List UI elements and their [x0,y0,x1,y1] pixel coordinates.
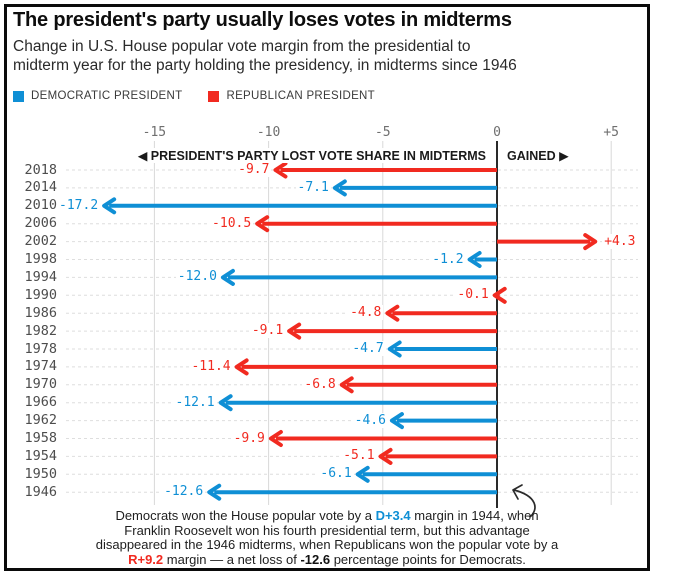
democratic-swatch-icon [13,90,24,102]
year-label-1978: 1978 [24,340,57,357]
year-label-1962: 1962 [24,412,57,429]
value-label-1958: -9.9 [231,430,267,446]
footnote-net-loss: -12.6 [300,552,331,568]
value-label-1982: -9.1 [249,323,286,339]
value-label-1970: -6.8 [302,376,338,392]
footnote-d-margin: D+3.4 [375,508,411,523]
value-label-1962: -4.6 [352,412,388,428]
republican-swatch-icon [208,90,220,102]
year-label-1986: 1986 [24,304,57,321]
value-label-2006: -10.5 [210,215,254,231]
value-label-2010: -17.2 [57,197,101,213]
year-label-1970: 1970 [24,376,57,393]
year-label-1946: 1946 [24,483,57,500]
year-label-1990: 1990 [24,286,57,303]
footnote-text: margin — a net loss of [163,552,301,568]
footnote: Democrats won the House popular vote by … [10,508,644,568]
footnote-text: Democrats won the House popular vote by … [115,508,376,523]
value-label-2002: +4.3 [602,233,638,249]
x-tick-label: -15 [142,125,167,140]
year-label-2018: 2018 [24,161,57,178]
card-border [4,4,650,571]
footnote-line-2: Franklin Roosevelt won his fourth presid… [124,522,530,538]
value-label-1950: -6.1 [318,466,354,482]
footnote-r-margin: R+9.2 [128,552,164,568]
year-label-1950: 1950 [24,465,57,482]
legend-democratic-label: DEMOCRATIC PRESIDENT [31,90,183,102]
year-label-2014: 2014 [24,179,57,196]
year-label-1966: 1966 [24,394,57,411]
subtitle-line-2: midterm year for the party holding the p… [13,57,517,74]
value-label-1954: -5.1 [341,448,377,464]
legend-republican-label: REPUBLICAN PRESIDENT [226,90,375,102]
subtitle-line-1: Change in U.S. House popular vote margin… [13,38,471,55]
value-label-1990: -0.1 [455,287,491,303]
footnote-line-3: disappeared in the 1946 midterms, when R… [95,537,559,553]
x-tick-label: +5 [603,125,620,140]
year-label-2006: 2006 [24,215,57,232]
chart-subtitle: Change in U.S. House popular vote margin… [13,37,517,75]
footnote-text: percentage points for Democrats. [330,552,526,568]
x-tick-label: -10 [256,125,281,140]
x-tick-label: -5 [374,125,391,140]
year-label-1958: 1958 [24,430,57,446]
value-label-1974: -11.4 [189,358,233,374]
year-label-1998: 1998 [24,251,57,267]
legend-item-democratic: DEMOCRATIC PRESIDENT [13,90,182,102]
year-label-2010: 2010 [24,197,57,214]
year-label-1994: 1994 [24,268,57,285]
footnote-text: margin in 1944, when [410,508,539,523]
chart-title: The president's party usually loses vote… [13,9,512,31]
x-tick-label: 0 [493,125,501,140]
axis-label-lost: ◀ PRESIDENT'S PARTY LOST VOTE SHARE IN M… [134,148,489,163]
value-label-1966: -12.1 [173,394,217,410]
value-label-1998: -1.2 [430,251,466,267]
legend: DEMOCRATIC PRESIDENT REPUBLICAN PRESIDEN… [13,90,375,102]
year-label-1982: 1982 [24,322,57,339]
footnote-line-1: Democrats won the House popular vote by … [10,508,644,524]
footnote-line-4: R+9.2 margin — a net loss of -12.6 perce… [10,552,644,568]
value-label-1994: -12.0 [175,269,219,285]
value-label-2018: -9.7 [236,162,272,177]
value-label-2014: -7.1 [295,179,331,195]
axis-label-gained: GAINED ▶ [504,148,572,163]
year-label-1974: 1974 [24,358,57,375]
year-label-2002: 2002 [24,233,57,250]
value-label-1978: -4.7 [350,341,386,356]
legend-item-republican: REPUBLICAN PRESIDENT [208,90,375,102]
year-label-1954: 1954 [24,447,57,464]
value-label-1946: -12.6 [162,484,206,500]
value-label-1986: -4.8 [348,305,384,321]
